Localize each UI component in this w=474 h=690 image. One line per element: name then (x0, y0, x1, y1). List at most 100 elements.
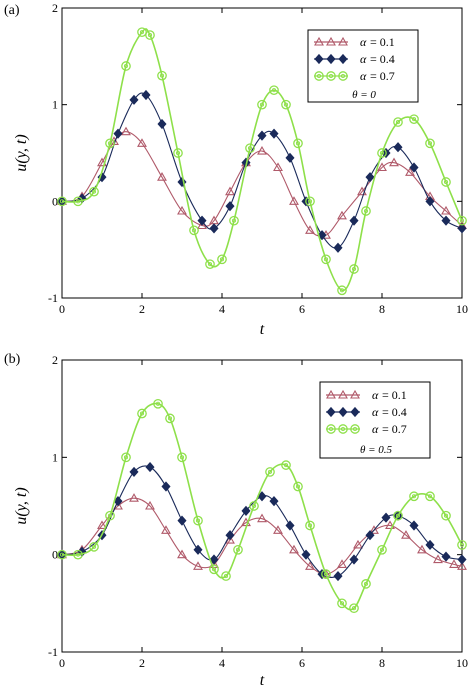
data-point-inner (139, 30, 145, 35)
y-tick-label: -1 (48, 291, 58, 305)
plot-frame (61, 7, 463, 299)
legend-marker-inner (352, 426, 358, 432)
legend-items: α = 0.1α = 0.4α = 0.7 (314, 35, 395, 83)
data-point-inner (295, 141, 301, 146)
data-point-inner (59, 199, 65, 204)
data-point (233, 544, 243, 555)
data-point (177, 452, 187, 463)
legend-entry: α = 0.7 (314, 69, 395, 83)
legend-marker-inner (340, 73, 346, 79)
legend-value: = 0.7 (382, 422, 407, 436)
x-tick-label: 6 (299, 656, 305, 670)
data-point (389, 157, 399, 167)
data-point (245, 143, 255, 154)
legend-marker (350, 389, 360, 399)
legend: α = 0.1α = 0.4α = 0.7 θ = 0 (307, 29, 419, 103)
series-layer (57, 398, 467, 614)
legend-symbol: α (360, 69, 367, 83)
data-point (425, 138, 435, 149)
data-point (285, 152, 295, 163)
data-point (157, 172, 167, 181)
data-point (197, 215, 207, 226)
data-point (193, 561, 203, 570)
data-point-inner (123, 455, 129, 460)
data-point (425, 491, 435, 502)
data-point (257, 130, 267, 141)
legend-symbol: α (360, 35, 367, 49)
legend: α = 0.1α = 0.4α = 0.7 θ = 0.5 (319, 381, 431, 459)
data-point (361, 579, 371, 589)
data-point (165, 413, 175, 424)
legend-marker-inner (340, 426, 346, 432)
data-point-inner (351, 266, 357, 272)
data-point-inner (139, 411, 145, 416)
data-point (189, 225, 199, 236)
legend-symbol: α (360, 52, 367, 66)
data-point (209, 564, 219, 575)
data-point (177, 515, 187, 526)
x-tick-label: 10 (456, 656, 468, 670)
data-point-inner (283, 102, 289, 107)
data-point-inner (459, 218, 465, 223)
data-point-inner (91, 544, 97, 549)
data-point (337, 285, 347, 296)
data-point-inner (443, 179, 449, 185)
legend-marker (338, 36, 348, 46)
data-point (129, 94, 139, 105)
data-point-inner (323, 257, 329, 262)
x-tick-label: 0 (59, 656, 65, 670)
data-point-inner (167, 416, 173, 421)
x-axis-label: t (260, 321, 265, 338)
data-point-inner (251, 503, 257, 509)
legend-marker (326, 424, 336, 434)
data-point-inner (155, 401, 161, 406)
series-diamond (57, 461, 467, 582)
data-point (305, 520, 315, 531)
data-point (417, 544, 427, 554)
data-point (441, 551, 451, 562)
data-point-inner (379, 547, 385, 552)
data-point (141, 89, 151, 101)
series-triangle (57, 493, 467, 578)
legend-marker (338, 53, 348, 65)
x-tick-label: 8 (379, 656, 385, 670)
data-point (369, 525, 379, 534)
legend-marker-inner (328, 426, 334, 432)
data-point (257, 99, 267, 110)
data-point (105, 138, 115, 149)
data-point-inner (195, 518, 201, 523)
legend-entry: α = 0.7 (326, 422, 407, 436)
param-note: θ = 0.5 (360, 444, 393, 456)
data-point (377, 162, 387, 172)
data-point (441, 205, 451, 215)
data-point-inner (363, 208, 369, 214)
plot-frame (61, 359, 463, 653)
data-point-inner (211, 567, 217, 572)
data-point (365, 172, 375, 183)
data-point (381, 512, 391, 523)
data-point-inner (307, 199, 313, 204)
data-point (457, 561, 467, 570)
data-point-inner (59, 552, 65, 557)
legend-marker (326, 53, 336, 65)
data-point (229, 215, 239, 226)
data-point-inner (159, 73, 165, 78)
x-ticks: 0 2 4 6 8 10 (59, 360, 468, 670)
data-point (57, 196, 67, 207)
data-point (225, 186, 235, 196)
series-triangle (57, 126, 467, 239)
data-point (377, 544, 387, 555)
legend-symbol: α (372, 405, 379, 419)
data-point-inner (147, 33, 153, 38)
data-point (349, 554, 359, 565)
data-point-inner (363, 581, 369, 586)
data-point (349, 603, 359, 614)
data-point (89, 542, 99, 552)
data-point (157, 118, 167, 130)
data-point (269, 85, 279, 96)
data-point (441, 177, 451, 187)
data-point-inner (207, 262, 213, 267)
